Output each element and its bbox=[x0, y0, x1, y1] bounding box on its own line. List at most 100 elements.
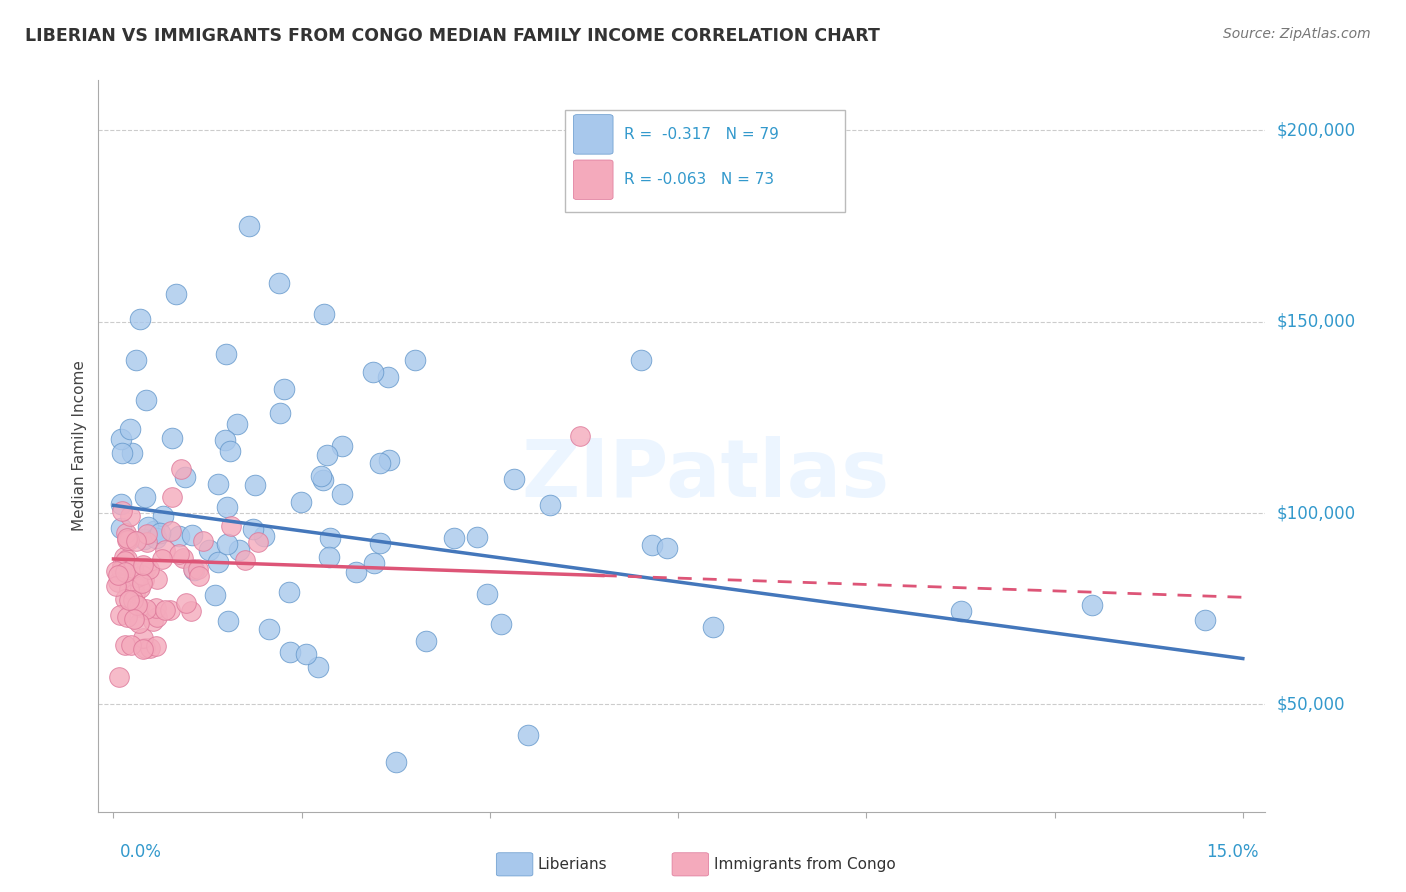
Point bbox=[160, 524, 183, 539]
Point bbox=[114, 554, 136, 568]
Point bbox=[204, 588, 226, 602]
Point bbox=[344, 566, 367, 580]
Point bbox=[183, 563, 205, 577]
Point bbox=[135, 393, 157, 408]
Text: Liberians: Liberians bbox=[537, 857, 607, 871]
Text: $150,000: $150,000 bbox=[1277, 312, 1355, 331]
Point bbox=[361, 365, 384, 379]
Point bbox=[127, 598, 149, 612]
Point bbox=[465, 530, 488, 544]
Point bbox=[253, 529, 276, 543]
Point bbox=[112, 549, 135, 564]
Point bbox=[181, 562, 204, 576]
Point bbox=[214, 433, 236, 447]
Point bbox=[170, 462, 193, 476]
Point bbox=[370, 536, 392, 550]
Point bbox=[132, 641, 155, 656]
Point bbox=[172, 551, 194, 566]
Point bbox=[145, 531, 167, 545]
Point bbox=[226, 417, 249, 432]
Point bbox=[950, 604, 973, 618]
Point bbox=[150, 551, 173, 566]
Point bbox=[214, 346, 236, 360]
Point bbox=[111, 558, 134, 572]
Point bbox=[131, 575, 153, 590]
Point bbox=[114, 592, 136, 607]
Point bbox=[538, 498, 561, 512]
Point bbox=[121, 561, 143, 575]
Point bbox=[124, 586, 146, 600]
Point bbox=[569, 429, 592, 443]
Point bbox=[127, 570, 149, 584]
Point bbox=[174, 596, 197, 610]
Point bbox=[131, 558, 153, 573]
Point bbox=[146, 609, 169, 624]
Point bbox=[318, 550, 340, 565]
Point bbox=[233, 553, 256, 567]
Point bbox=[385, 755, 408, 769]
Point bbox=[368, 456, 391, 470]
Point bbox=[132, 532, 155, 546]
Point bbox=[1194, 613, 1216, 627]
Point bbox=[134, 491, 156, 505]
Point bbox=[128, 600, 150, 615]
Point bbox=[110, 497, 132, 511]
Point bbox=[122, 577, 145, 591]
Point bbox=[191, 534, 214, 549]
Point bbox=[131, 568, 153, 582]
Point bbox=[180, 604, 202, 618]
Point bbox=[114, 565, 136, 579]
Text: Source: ZipAtlas.com: Source: ZipAtlas.com bbox=[1223, 27, 1371, 41]
Point bbox=[238, 219, 260, 233]
Point bbox=[503, 472, 526, 486]
Point bbox=[117, 582, 139, 596]
Point bbox=[307, 659, 329, 673]
Point bbox=[120, 509, 142, 524]
Point bbox=[475, 587, 498, 601]
Point bbox=[257, 622, 280, 636]
Point bbox=[215, 500, 238, 515]
Point bbox=[117, 568, 139, 582]
Point bbox=[198, 542, 221, 557]
Text: LIBERIAN VS IMMIGRANTS FROM CONGO MEDIAN FAMILY INCOME CORRELATION CHART: LIBERIAN VS IMMIGRANTS FROM CONGO MEDIAN… bbox=[25, 27, 880, 45]
Point bbox=[104, 564, 127, 578]
Text: $100,000: $100,000 bbox=[1277, 504, 1355, 522]
Point bbox=[111, 445, 134, 459]
Point bbox=[143, 524, 166, 539]
Point bbox=[145, 639, 167, 653]
Point bbox=[125, 534, 148, 549]
Point bbox=[290, 495, 312, 509]
Point bbox=[314, 307, 336, 321]
Point bbox=[117, 610, 139, 624]
Point bbox=[207, 477, 229, 491]
Point bbox=[115, 531, 138, 545]
Point bbox=[111, 504, 134, 518]
Point bbox=[516, 728, 538, 742]
Y-axis label: Median Family Income: Median Family Income bbox=[72, 360, 87, 532]
Point bbox=[165, 286, 187, 301]
Point bbox=[118, 533, 141, 547]
Point bbox=[1081, 598, 1104, 612]
Point bbox=[415, 633, 437, 648]
Point bbox=[114, 639, 136, 653]
Point bbox=[107, 575, 129, 590]
Text: R =  -0.317   N = 79: R = -0.317 N = 79 bbox=[624, 127, 779, 142]
Point bbox=[135, 561, 157, 575]
Point bbox=[702, 620, 724, 634]
Point bbox=[315, 448, 337, 462]
Point bbox=[138, 562, 160, 576]
Point bbox=[125, 352, 148, 367]
Point bbox=[129, 581, 152, 595]
Point bbox=[118, 593, 141, 607]
Point bbox=[377, 452, 399, 467]
Point bbox=[104, 579, 127, 593]
Point bbox=[145, 601, 167, 615]
Point bbox=[135, 534, 157, 549]
Point bbox=[273, 382, 295, 396]
Point bbox=[132, 631, 155, 645]
Point bbox=[149, 525, 172, 540]
Point bbox=[218, 443, 240, 458]
Point bbox=[115, 533, 138, 547]
FancyBboxPatch shape bbox=[574, 160, 613, 200]
Point bbox=[269, 277, 291, 291]
